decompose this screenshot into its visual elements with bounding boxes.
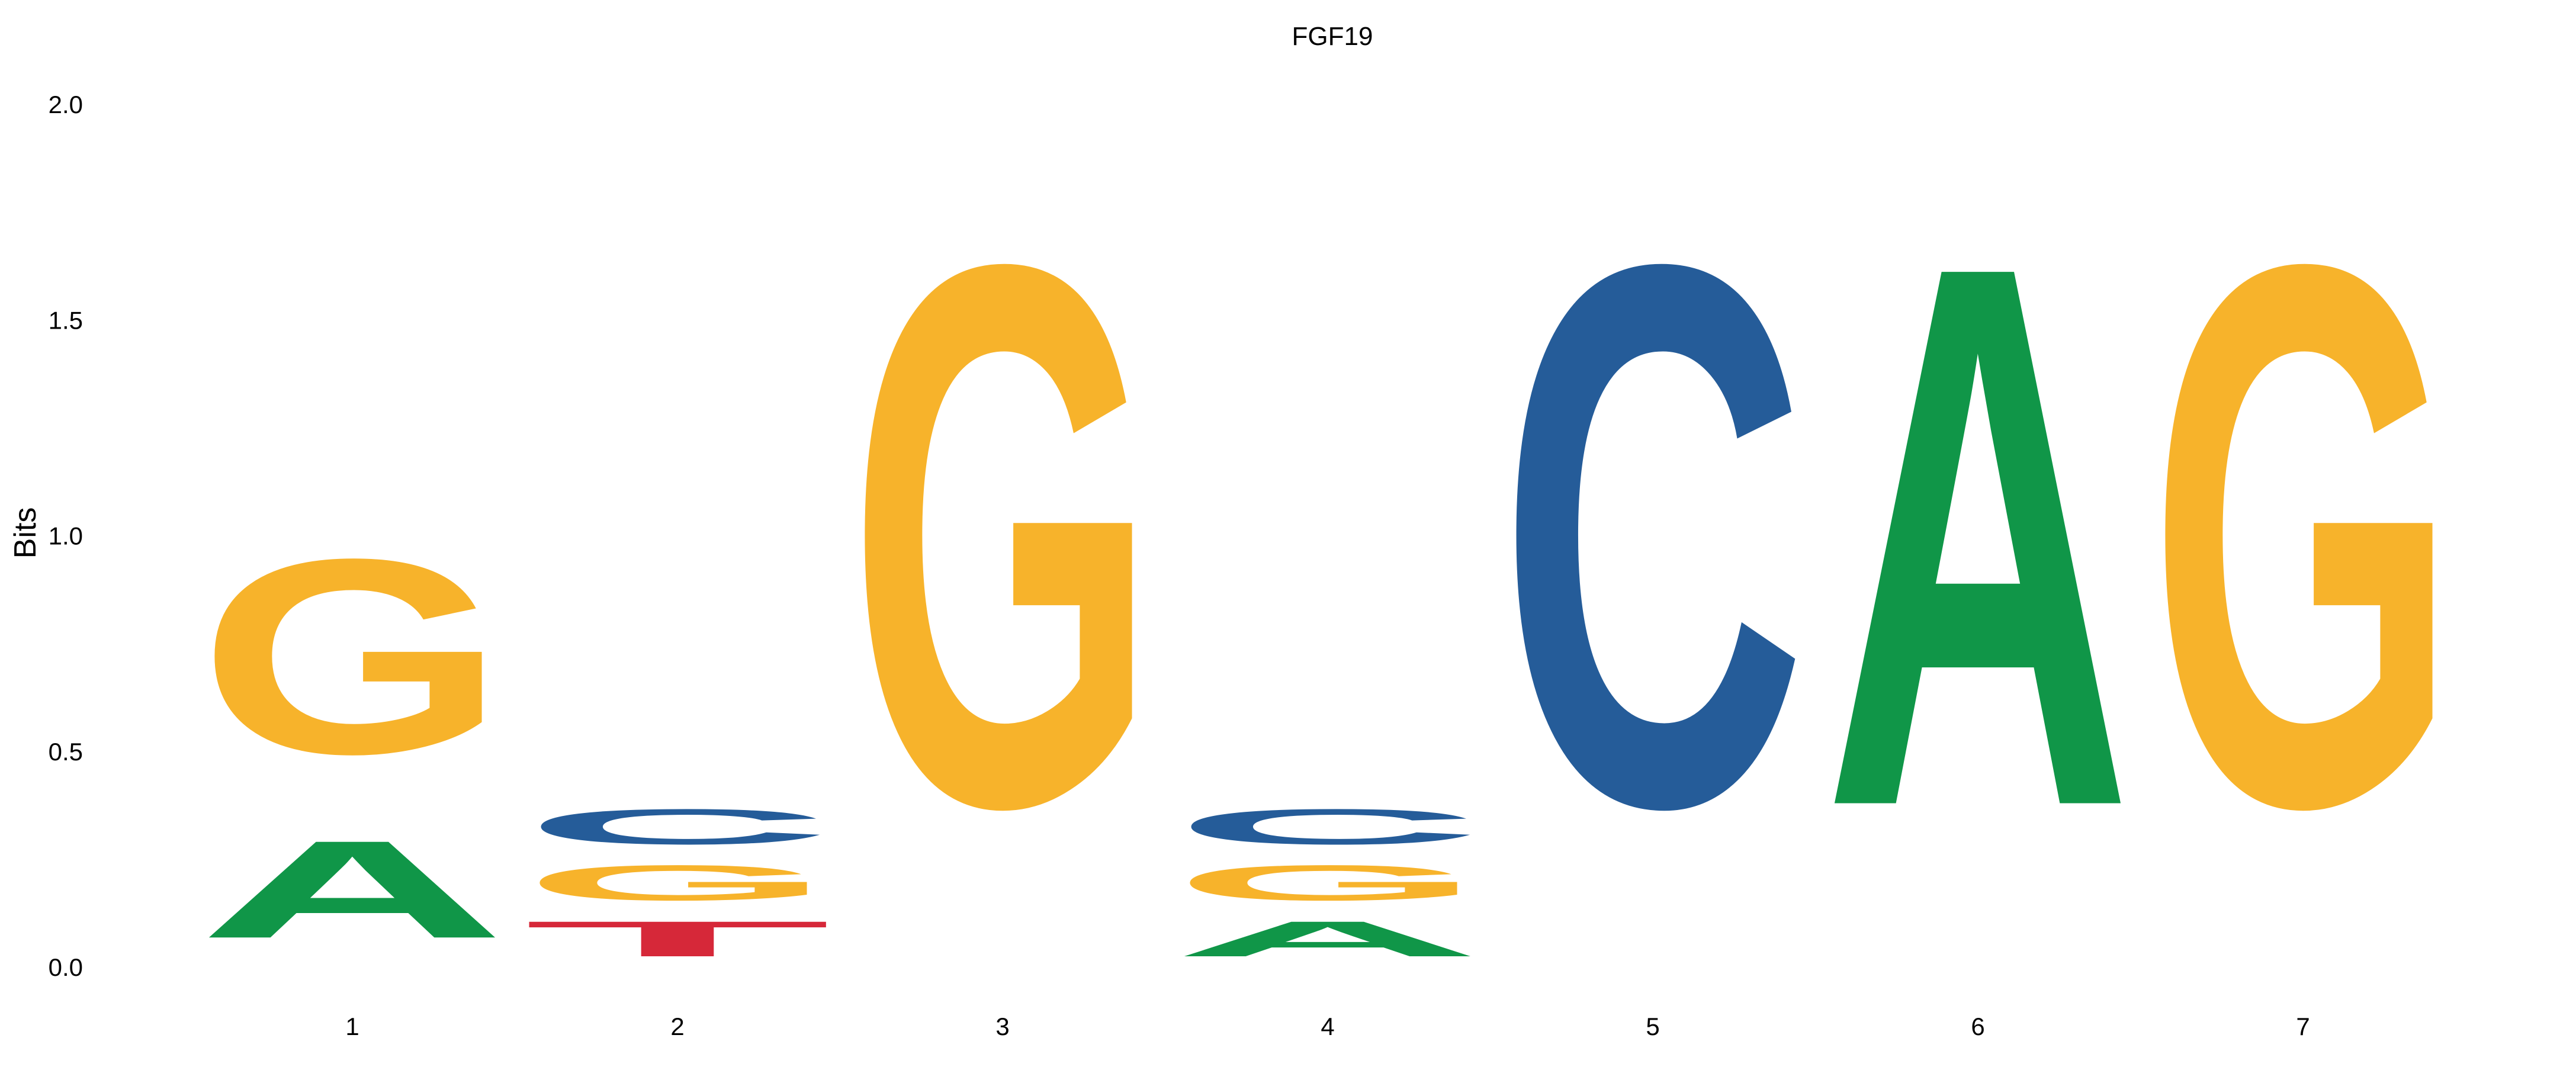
y-tick-label: 1.0	[49, 522, 83, 550]
x-tick-label: 3	[995, 1013, 1009, 1040]
logo-letter-C: C	[1499, 105, 1807, 968]
y-tick-label: 2.0	[49, 91, 83, 118]
logo-letter-G: G	[2149, 104, 2457, 967]
y-tick-label: 0.5	[49, 738, 83, 766]
chart-title: FGF19	[1292, 22, 1373, 51]
logo-letter-T: T	[523, 911, 831, 967]
logo-letter-G: G	[523, 855, 831, 911]
logo-letter-C: C	[1174, 799, 1482, 855]
logo-letter-A: A	[1824, 105, 2132, 968]
logo-letter-A: A	[1174, 911, 1482, 967]
x-tick-label: 7	[2296, 1013, 2310, 1040]
x-tick-label: 5	[1646, 1013, 1659, 1040]
x-tick-label: 4	[1321, 1013, 1334, 1040]
y-tick-label: 1.5	[49, 306, 83, 334]
logo-letter-G: G	[198, 502, 506, 812]
y-axis-label: Bits	[8, 507, 43, 559]
y-tick-label: 0.0	[49, 953, 83, 981]
logo-letter-A: A	[198, 812, 506, 967]
logo-letter-G: G	[1174, 855, 1482, 911]
logo-letter-C: C	[523, 799, 831, 855]
x-tick-label: 1	[345, 1013, 359, 1040]
x-axis-ticks: 1 2 3 4 5 6 7	[345, 1013, 2310, 1040]
y-axis-ticks: 0.0 0.5 1.0 1.5 2.0	[49, 91, 83, 981]
x-tick-label: 6	[1971, 1013, 1984, 1040]
logo-letter-G: G	[849, 104, 1157, 967]
x-tick-label: 2	[670, 1013, 684, 1040]
